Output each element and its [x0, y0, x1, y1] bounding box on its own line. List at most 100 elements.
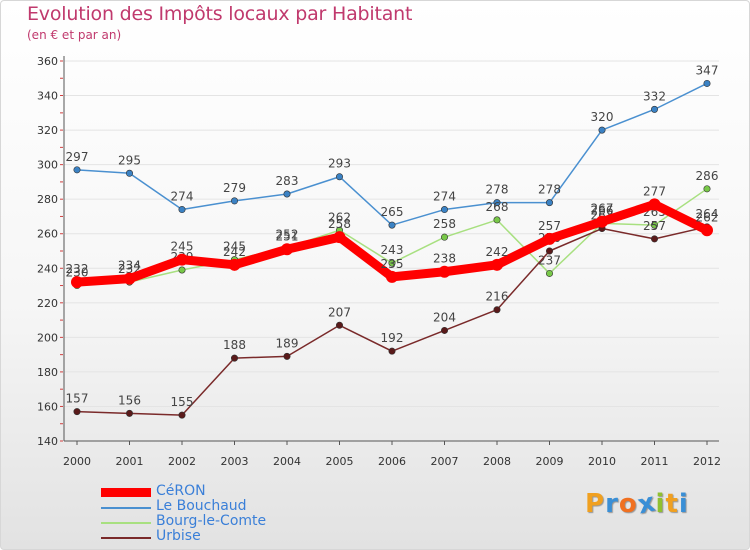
x-tick-label-2002: 2002: [168, 455, 196, 468]
data-label-c-ron-2002: 245: [171, 240, 194, 254]
point-le-bouchaud-2005: [335, 173, 343, 181]
point-urbise-2008: [493, 306, 501, 314]
data-label-le-bouchaud-2011: 332: [643, 89, 666, 103]
x-tick-label-2007: 2007: [431, 455, 459, 468]
y-tick-label-220: 220: [37, 297, 58, 310]
point-le-bouchaud-2008: [493, 199, 501, 207]
point-c-ron-2010: [596, 215, 608, 228]
x-tick-label-2000: 2000: [63, 455, 91, 468]
point-c-ron-2005: [333, 231, 346, 244]
point-urbise-2005: [335, 321, 343, 329]
point-urbise-2003: [231, 354, 239, 362]
data-label-le-bouchaud-2005: 293: [328, 157, 351, 171]
point-c-ron-2008: [491, 258, 503, 271]
y-tick-label-340: 340: [37, 90, 58, 103]
y-tick-label-200: 200: [37, 331, 58, 344]
data-label-bourg-le-comte-2008: 268: [486, 200, 509, 214]
y-tick-label-260: 260: [37, 228, 58, 241]
legend-label-bourg-le-comte: Bourg-le-Comte: [156, 513, 267, 529]
data-label-bourg-le-comte-2012: 286: [696, 169, 719, 183]
data-label-c-ron-2000: 232: [66, 262, 89, 276]
chart-subtitle: (en € et par an): [27, 28, 122, 42]
point-le-bouchaud-2001: [126, 169, 134, 177]
point-urbise-2001: [126, 409, 134, 417]
legend-swatch-le-bouchaud: [101, 507, 151, 509]
point-le-bouchaud-2003: [231, 197, 239, 205]
data-label-c-ron-2012: 262: [696, 210, 719, 224]
y-tick-label-240: 240: [37, 262, 58, 275]
data-label-bourg-le-comte-2004: 252: [276, 228, 299, 242]
point-c-ron-2011: [648, 198, 661, 211]
legend-item-c-ron: CéRON: [101, 483, 321, 500]
data-label-urbise-2006: 192: [381, 331, 404, 345]
point-le-bouchaud-2012: [703, 79, 711, 87]
point-c-ron-2012: [701, 224, 713, 237]
legend-label-le-bouchaud: Le Bouchaud: [156, 498, 247, 514]
point-le-bouchaud-2002: [178, 206, 186, 214]
y-tick-label-320: 320: [37, 124, 58, 137]
data-label-bourg-le-comte-2006: 243: [381, 243, 404, 257]
data-label-urbise-2000: 157: [66, 392, 89, 406]
x-tick-label-2009: 2009: [536, 455, 564, 468]
point-urbise-2011: [650, 235, 658, 243]
data-label-c-ron-2007: 238: [433, 252, 456, 266]
logo-letter: t: [665, 489, 679, 519]
data-label-c-ron-2004: 251: [276, 229, 299, 243]
point-bourg-le-comte-2006: [388, 259, 396, 267]
point-c-ron-2006: [386, 270, 398, 283]
legend-swatch-urbise: [101, 537, 151, 539]
point-bourg-le-comte-2011: [650, 221, 658, 229]
point-le-bouchaud-2009: [545, 199, 553, 207]
data-label-le-bouchaud-2008: 278: [486, 183, 509, 197]
data-label-bourg-le-comte-2003: 245: [223, 240, 246, 254]
chart-title: Evolution des Impôts locaux par Habitant: [27, 3, 413, 25]
point-urbise-2002: [178, 411, 186, 419]
data-label-le-bouchaud-2009: 278: [538, 183, 561, 197]
x-tick-label-2001: 2001: [116, 455, 144, 468]
data-label-c-ron-2006: 235: [381, 257, 404, 271]
point-le-bouchaud-2000: [73, 166, 81, 174]
data-label-c-ron-2005: 258: [328, 217, 351, 231]
point-le-bouchaud-2011: [650, 105, 658, 113]
logo-letter: i: [655, 489, 666, 519]
proxiti-logo: Proxiti: [585, 487, 689, 520]
data-label-le-bouchaud-2004: 283: [276, 174, 299, 188]
data-label-le-bouchaud-2007: 274: [433, 190, 456, 204]
data-label-bourg-le-comte-2010: 266: [591, 203, 614, 217]
point-bourg-le-comte-2002: [178, 266, 186, 274]
x-tick-label-2003: 2003: [221, 455, 249, 468]
legend-item-urbise: Urbise: [101, 528, 321, 545]
point-urbise-2006: [388, 347, 396, 355]
point-c-ron-2000: [71, 276, 83, 289]
data-label-urbise-2002: 155: [171, 395, 194, 409]
x-tick-label-2011: 2011: [641, 455, 669, 468]
legend-label-urbise: Urbise: [156, 528, 201, 544]
data-label-le-bouchaud-2000: 297: [66, 150, 89, 164]
x-tick-label-2004: 2004: [273, 455, 301, 468]
data-label-urbise-2004: 189: [276, 336, 299, 350]
y-tick-label-280: 280: [37, 193, 58, 206]
y-tick-label-300: 300: [37, 159, 58, 172]
data-label-urbise-2012: 264: [696, 207, 719, 221]
data-label-urbise-2005: 207: [328, 305, 351, 319]
y-tick-label-160: 160: [37, 400, 58, 413]
logo-letter: i: [678, 489, 689, 519]
data-label-c-ron-2011: 277: [643, 184, 666, 198]
data-label-bourg-le-comte-2005: 262: [328, 210, 351, 224]
data-label-le-bouchaud-2003: 279: [223, 181, 246, 195]
data-label-le-bouchaud-2006: 265: [381, 205, 404, 219]
y-tick-label-180: 180: [37, 366, 58, 379]
data-label-bourg-le-comte-2007: 258: [433, 217, 456, 231]
logo-letter: r: [605, 489, 619, 519]
data-label-le-bouchaud-2012: 347: [696, 63, 719, 77]
x-tick-label-2006: 2006: [378, 455, 406, 468]
point-bourg-le-comte-2008: [493, 216, 501, 224]
data-label-le-bouchaud-2001: 295: [118, 153, 141, 167]
legend-item-le-bouchaud: Le Bouchaud: [101, 498, 321, 515]
x-tick-label-2005: 2005: [326, 455, 354, 468]
data-label-bourg-le-comte-2000: 230: [66, 266, 89, 280]
data-label-le-bouchaud-2010: 320: [591, 110, 614, 124]
data-label-urbise-2003: 188: [223, 338, 246, 352]
legend-swatch-bourg-le-comte: [101, 522, 151, 524]
